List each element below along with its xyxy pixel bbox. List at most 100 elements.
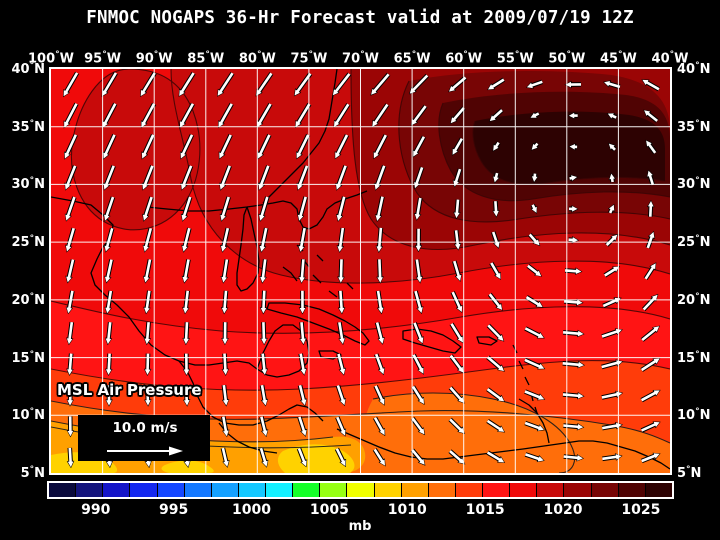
longitude-tick-75W: 75°W	[290, 50, 328, 67]
latitude-tick-20N-right: 20°N	[677, 291, 711, 309]
wind-arrow-icon	[376, 259, 384, 284]
wind-arrow-icon	[523, 357, 546, 370]
colorbar-tick-995: 995	[158, 502, 189, 518]
wind-arrow-icon	[371, 103, 390, 128]
wind-arrow-icon	[297, 227, 307, 253]
colorbar-cell-18[interactable]	[537, 483, 565, 497]
longitude-tick-40W: 40°W	[651, 50, 689, 67]
wind-arrow-icon	[562, 360, 585, 369]
colorbar-cell-5[interactable]	[184, 483, 212, 497]
colorbar-cell-1[interactable]	[76, 483, 104, 497]
wind-arrow-icon	[258, 447, 269, 468]
colorbar-tick-1005: 1005	[309, 502, 349, 518]
latitude-tick-40N-right: 40°N	[677, 60, 711, 78]
colorbar-cell-9[interactable]	[293, 483, 321, 497]
wind-arrow-icon	[452, 260, 462, 282]
wind-arrow-icon	[492, 201, 500, 218]
colorbar-cell-0[interactable]	[49, 483, 77, 497]
wind-arrow-icon	[260, 322, 268, 346]
latitude-tick-35N-left: 35°N	[11, 118, 45, 135]
colorbar-cell-7[interactable]	[238, 483, 266, 497]
wind-arrow-icon	[257, 133, 272, 160]
wind-arrow-icon	[373, 134, 388, 160]
wind-arrow-icon	[220, 259, 230, 284]
wind-arrow-icon	[336, 353, 346, 376]
wind-arrow-icon	[142, 227, 154, 253]
latitude-tick-40N-left: 40°N	[11, 60, 45, 78]
wind-arrow-icon	[182, 353, 191, 376]
wind-arrow-icon	[333, 103, 351, 128]
colorbar-cell-11[interactable]	[347, 483, 375, 497]
colorbar-cell-22[interactable]	[645, 483, 672, 497]
colorbar-cell-14[interactable]	[428, 483, 456, 497]
wind-arrow-icon	[221, 353, 230, 376]
wind-arrow-icon	[218, 133, 233, 160]
wind-arrow-icon	[486, 323, 505, 342]
latitude-tick-10N-left: 10°N	[11, 407, 45, 424]
colorbar-tick-1025: 1025	[621, 502, 661, 518]
wind-arrow-icon	[372, 416, 386, 437]
wind-arrow-icon	[602, 297, 622, 309]
wind-arrow-icon	[336, 227, 346, 253]
wind-arrow-icon	[332, 72, 352, 97]
colorbar-cell-2[interactable]	[103, 483, 131, 497]
latitude-tick-25N-left: 25°N	[11, 233, 45, 251]
colorbar-cell-13[interactable]	[401, 483, 429, 497]
latitude-tick-5N-right: 5°N	[677, 464, 702, 482]
wind-arrow-icon	[105, 353, 113, 376]
wind-arrow-icon	[489, 261, 501, 280]
colorbar-cell-10[interactable]	[320, 483, 348, 497]
wind-arrow-icon	[374, 353, 385, 376]
wind-arrow-icon	[144, 384, 152, 407]
wind-arrow-icon	[259, 416, 269, 438]
colorbar-cell-21[interactable]	[618, 483, 646, 497]
wind-arrow-icon	[219, 165, 232, 191]
wind-arrow-icon	[103, 227, 115, 253]
wind-arrow-icon	[337, 259, 345, 284]
wind-arrow-icon	[221, 384, 230, 407]
wind-arrow-icon	[370, 72, 391, 96]
colorbar-cell-17[interactable]	[510, 483, 538, 497]
wind-arrow-icon	[409, 73, 429, 95]
colorbar-cell-16[interactable]	[483, 483, 511, 497]
map-panel[interactable]	[49, 67, 672, 475]
longitude-tick-50W: 50°W	[548, 50, 586, 67]
wind-arrow-icon	[297, 384, 308, 407]
wind-arrow-icon	[295, 102, 312, 129]
wind-arrow-icon	[298, 353, 307, 376]
wind-arrow-icon	[531, 142, 540, 151]
wind-arrow-icon	[107, 446, 183, 456]
wind-arrow-icon	[257, 165, 271, 191]
wind-arrow-icon	[450, 106, 466, 124]
colorbar-cell-6[interactable]	[211, 483, 239, 497]
colorbar-tick-1015: 1015	[465, 502, 505, 518]
colorbar-cell-12[interactable]	[374, 483, 402, 497]
wind-arrow-icon	[524, 420, 545, 432]
wind-arrow-icon	[221, 416, 230, 438]
colorbar-cell-20[interactable]	[591, 483, 619, 497]
colorbar-cell-4[interactable]	[157, 483, 185, 497]
colorbar-cell-19[interactable]	[564, 483, 592, 497]
wind-arrow-icon	[374, 321, 385, 345]
wind-arrow-icon	[142, 196, 154, 222]
colorbar-cell-15[interactable]	[455, 483, 483, 497]
wind-arrow-icon	[646, 169, 656, 186]
wind-arrow-icon	[568, 205, 579, 213]
wind-arrow-icon	[492, 141, 501, 152]
wind-arrow-icon	[645, 139, 658, 155]
wind-arrow-icon	[66, 416, 75, 438]
wind-arrow-icon	[102, 133, 117, 160]
latitude-tick-10N-right: 10°N	[677, 407, 711, 424]
colorbar-cell-8[interactable]	[266, 483, 294, 497]
wind-arrow-icon	[180, 196, 193, 222]
wind-arrow-icon	[220, 447, 230, 468]
colorbar-cell-3[interactable]	[130, 483, 158, 497]
wind-arrow-icon	[448, 417, 466, 435]
wind-arrow-icon	[372, 448, 386, 467]
pressure-colorbar[interactable]	[47, 481, 674, 499]
wind-arrow-icon	[336, 196, 347, 222]
wind-arrow-icon	[641, 79, 661, 92]
wind-arrow-icon	[259, 259, 268, 284]
coastlines	[51, 69, 670, 470]
page-title: FNMOC NOGAPS 36-Hr Forecast valid at 200…	[86, 8, 634, 28]
